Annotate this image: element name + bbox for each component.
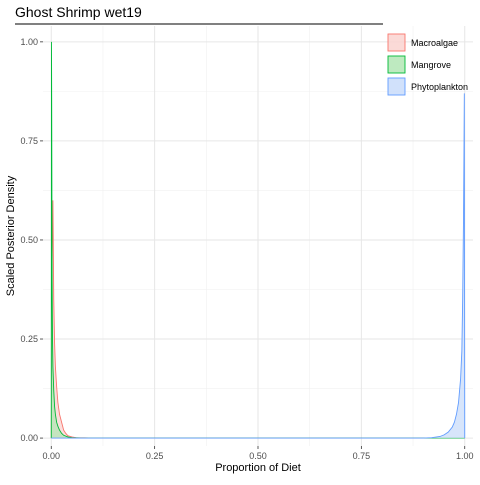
legend: Macroalgae Mangrove Phytoplankton <box>387 33 468 96</box>
legend-key-mangrove <box>387 55 406 74</box>
legend-label-mangrove: Mangrove <box>411 60 451 70</box>
x-tick-label: 0.50 <box>249 451 267 461</box>
y-tick-label: 0.75 <box>20 136 38 146</box>
series-line-phytoplankton <box>51 93 466 439</box>
x-tick-label: 0.75 <box>353 451 371 461</box>
x-tick-label: 0.25 <box>146 451 164 461</box>
legend-key-phytoplankton <box>387 77 406 96</box>
chart-title: Ghost Shrimp wet19 <box>15 4 142 20</box>
y-tick-label: 0.25 <box>20 334 38 344</box>
x-axis-title: Proportion of Diet <box>215 462 301 474</box>
legend-label-macroalgae: Macroalgae <box>411 38 458 48</box>
y-tick-label: 1.00 <box>20 37 38 47</box>
legend-label-phytoplankton: Phytoplankton <box>411 82 468 92</box>
x-tick-label: 1.00 <box>456 451 474 461</box>
series-layer <box>50 41 466 439</box>
axes-layer: 0.00 0.25 0.50 0.75 1.00 0.00 0.25 0.50 0.75 1.00 <box>20 37 473 461</box>
x-tick-label: 0.00 <box>43 451 61 461</box>
y-axis-title: Scaled Posterior Density <box>5 175 17 296</box>
legend-key-macroalgae <box>387 33 406 52</box>
y-tick-label: 0.50 <box>20 235 38 245</box>
y-tick-label: 0.00 <box>20 433 38 443</box>
